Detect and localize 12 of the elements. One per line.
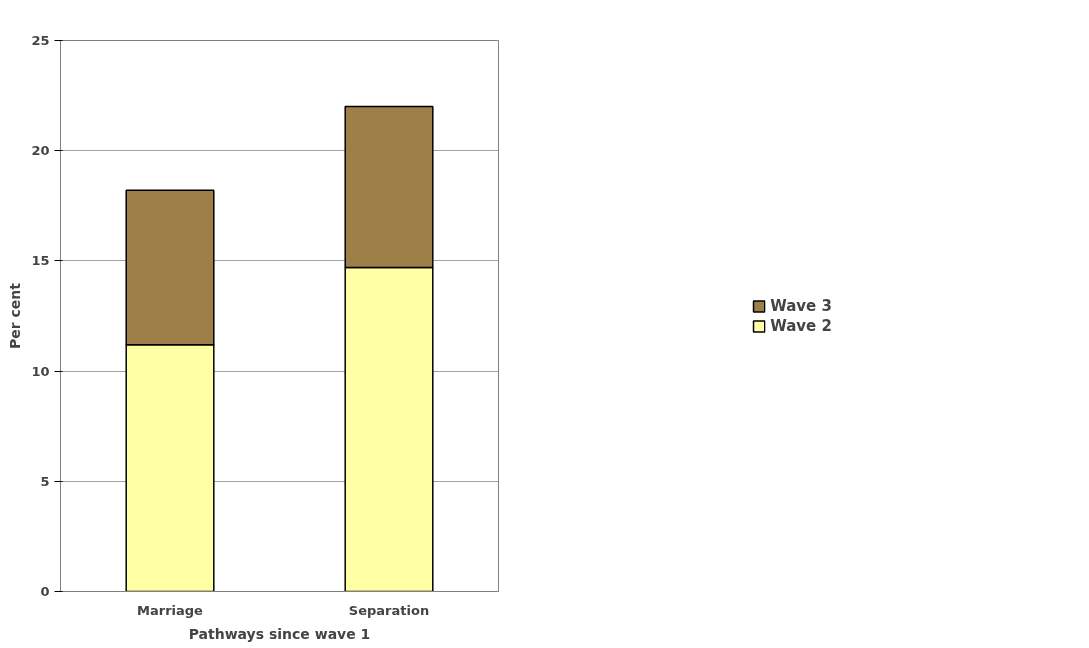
y-tick-label: 0 <box>40 584 50 599</box>
y-tick-label: 5 <box>40 473 50 489</box>
x-tick-label: Marriage <box>137 602 204 618</box>
y-tick-label: 25 <box>31 33 50 48</box>
legend-label: Wave 3 <box>770 296 832 315</box>
y-tick-label: 10 <box>31 363 50 379</box>
legend-label: Wave 2 <box>770 316 832 335</box>
x-tick-label: Separation <box>348 602 430 618</box>
x-axis-title: Pathways since wave 1 <box>188 625 371 642</box>
y-tick-label: 15 <box>31 253 50 269</box>
y-tick-label: 20 <box>31 143 50 159</box>
y-axis-title: Per cent <box>7 282 24 349</box>
